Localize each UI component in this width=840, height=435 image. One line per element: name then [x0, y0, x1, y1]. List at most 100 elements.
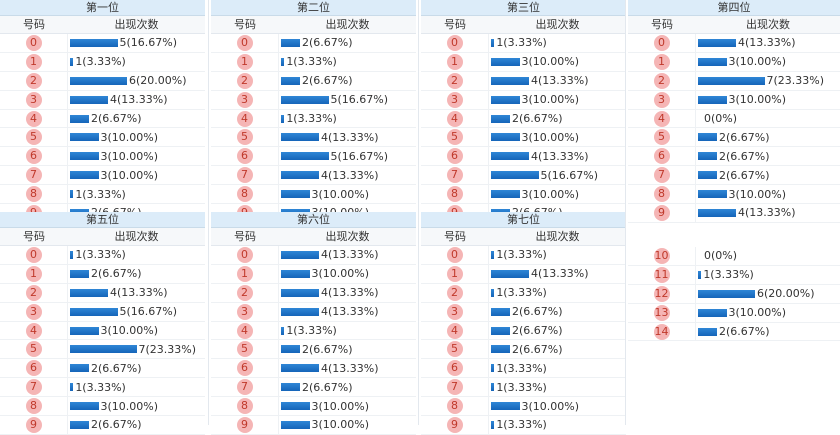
table-row: 1 3(10.00%)	[628, 52, 840, 72]
number-cell: 8	[211, 397, 279, 416]
table-row: 7 2(6.67%)	[211, 378, 416, 398]
number-ball: 3	[446, 303, 463, 320]
count-bar	[491, 38, 495, 47]
count-bar	[491, 95, 520, 104]
count-cell: 1(3.33%)	[68, 246, 205, 264]
count-label: 2(6.67%)	[91, 267, 142, 281]
count-cell: 4(13.33%)	[489, 265, 626, 283]
number-cell: 5	[628, 128, 696, 147]
column-header: 号码 出现次数	[0, 228, 205, 246]
count-label: 6(20.00%)	[129, 74, 187, 88]
number-ball: 0	[236, 34, 253, 51]
number-ball: 0	[236, 246, 253, 263]
count-label: 1(3.33%)	[75, 380, 126, 394]
number-ball: 14	[653, 323, 670, 340]
number-cell: 8	[211, 185, 279, 204]
number-cell: 1	[211, 52, 279, 71]
table-row: 4 2(6.67%)	[421, 321, 626, 341]
count-cell: 3(10.00%)	[279, 265, 416, 283]
count-label: 2(6.67%)	[302, 36, 353, 50]
count-label: 4(13.33%)	[321, 305, 379, 319]
table-row: 6 5(16.67%)	[211, 147, 416, 167]
table-row: 2 7(23.33%)	[628, 71, 840, 91]
count-cell: 3(10.00%)	[696, 91, 840, 109]
count-cell: 3(10.00%)	[489, 397, 626, 415]
table-row: 11 1(3.33%)	[628, 265, 840, 285]
number-cell: 5	[0, 340, 68, 359]
count-cell: 5(16.67%)	[279, 147, 416, 165]
position-block: 第三位 号码 出现次数 0 1(3.33%) 1 3(10.00%) 2 4(13.33%) 3 3…	[421, 0, 626, 223]
count-label: 2(6.67%)	[302, 342, 353, 356]
number-ball: 8	[653, 186, 670, 203]
count-cell: 3(10.00%)	[68, 147, 205, 165]
number-cell: 14	[628, 322, 696, 341]
count-cell: 3(10.00%)	[68, 166, 205, 184]
number-cell: 1	[628, 52, 696, 71]
number-cell: 2	[211, 283, 279, 302]
header-count: 出现次数	[535, 230, 580, 243]
table-row: 8 3(10.00%)	[211, 397, 416, 417]
count-label: 1(3.33%)	[703, 268, 754, 282]
count-bar	[70, 326, 99, 335]
position-block: 第一位 号码 出现次数 0 5(16.67%) 1 1(3.33%) 2 6(20.00%) 3 4…	[0, 0, 205, 223]
number-ball: 8	[446, 186, 463, 203]
number-cell: 0	[421, 246, 489, 264]
table-row: 3 3(10.00%)	[421, 90, 626, 110]
number-cell: 6	[211, 359, 279, 378]
number-cell: 11	[628, 265, 696, 284]
count-bar	[281, 133, 319, 142]
number-ball: 1	[236, 53, 253, 70]
count-bar	[491, 364, 495, 373]
count-label: 1(3.33%)	[496, 380, 547, 394]
count-bar	[70, 190, 74, 199]
table-row: 10 0(0%)	[628, 247, 840, 266]
number-ball: 1	[653, 53, 670, 70]
count-bar	[491, 114, 510, 123]
number-cell: 2	[211, 71, 279, 90]
count-cell: 2(6.67%)	[696, 128, 840, 146]
number-cell: 7	[421, 166, 489, 185]
table-row: 3 2(6.67%)	[421, 302, 626, 322]
count-bar	[491, 269, 529, 278]
number-cell: 7	[0, 166, 68, 185]
count-label: 2(6.67%)	[91, 112, 142, 125]
table-row: 5 2(6.67%)	[628, 128, 840, 148]
number-cell: 4	[211, 321, 279, 340]
count-label: 3(10.00%)	[728, 93, 787, 107]
table-row: 8 3(10.00%)	[628, 185, 840, 205]
count-label: 7(23.33%)	[766, 74, 825, 88]
count-label: 2(6.67%)	[302, 380, 353, 394]
table-row: 0 5(16.67%)	[0, 34, 205, 53]
count-bar	[698, 171, 717, 180]
header-number: 号码	[651, 18, 673, 31]
header-number: 号码	[23, 18, 45, 31]
count-bar	[70, 114, 89, 123]
count-cell: 2(6.67%)	[68, 359, 205, 377]
count-cell: 3(10.00%)	[489, 128, 626, 146]
count-bar	[70, 133, 99, 142]
count-cell: 2(6.67%)	[279, 340, 416, 358]
header-number: 号码	[444, 230, 466, 243]
extra-numbers-block: 10 0(0%) 11 1(3.33%) 12 6(20.00%) 13 3(10.00%) 1…	[628, 247, 840, 342]
count-bar	[491, 383, 495, 392]
count-label: 2(6.67%)	[719, 168, 770, 182]
count-bar	[491, 76, 529, 85]
count-bar	[281, 326, 285, 335]
count-label: 5(16.67%)	[119, 36, 178, 50]
count-bar	[491, 250, 495, 259]
number-cell: 2	[0, 283, 68, 302]
count-cell: 4(13.33%)	[279, 303, 416, 321]
number-ball: 1	[446, 265, 463, 282]
count-bar	[698, 208, 736, 217]
count-label: 4(13.33%)	[531, 74, 589, 88]
number-cell: 6	[211, 147, 279, 166]
count-cell: 1(3.33%)	[68, 185, 205, 203]
table-row: 3 4(13.33%)	[0, 90, 205, 110]
number-ball: 0	[446, 34, 463, 51]
number-ball: 4	[25, 322, 42, 339]
header-number: 号码	[23, 230, 45, 243]
table-row: 4 2(6.67%)	[421, 109, 626, 129]
number-ball: 2	[25, 284, 42, 301]
count-cell: 1(3.33%)	[68, 378, 205, 396]
